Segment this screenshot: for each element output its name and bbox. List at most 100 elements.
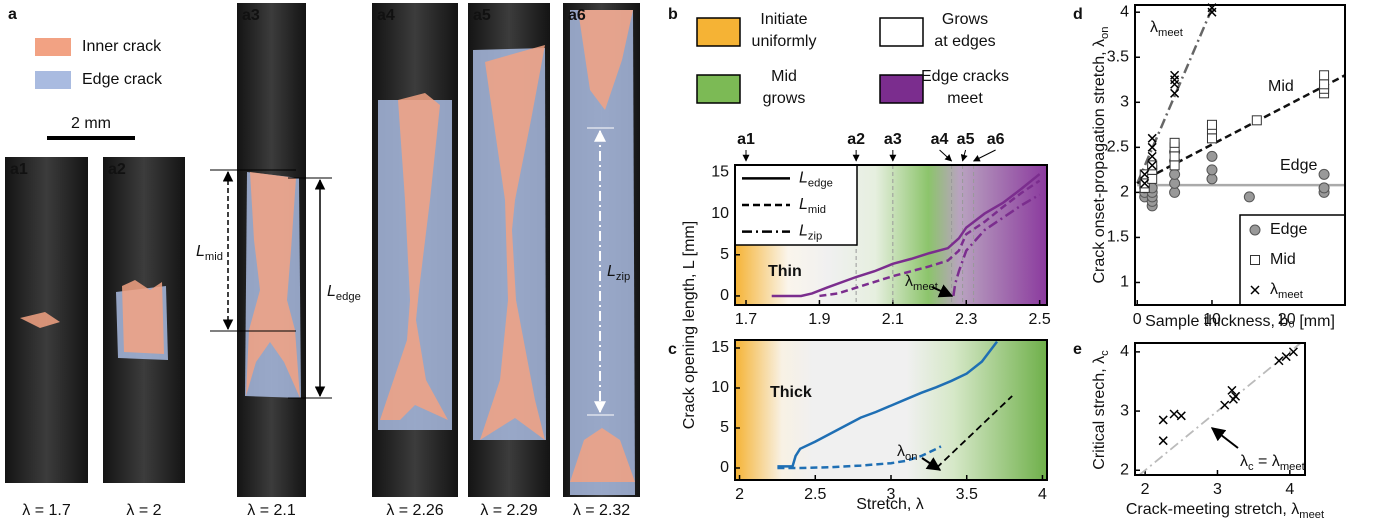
stage-swatch [880, 75, 923, 103]
text-part: λ [1240, 453, 1248, 470]
y-tick-label: 10 [711, 205, 729, 222]
length-label: Ledge [327, 283, 361, 303]
text-part: mid [808, 204, 826, 216]
stage-marker-label: a4 [931, 131, 949, 148]
x-tick-label: 3 [1213, 481, 1222, 498]
y-axis-label: Crack opening length, L [mm] [681, 221, 698, 429]
y-tick-label: 5 [720, 419, 729, 436]
figure: abcdea1λ = 1.7a2λ = 2a3λ = 2.1a4λ = 2.26… [0, 0, 1375, 523]
stage-label: meet [947, 90, 983, 107]
y-tick-label: 3.5 [1107, 48, 1129, 65]
y-tick-label: 15 [711, 164, 729, 181]
fit-label: Mid [1268, 78, 1294, 95]
x-tick-label: 4 [1285, 481, 1294, 498]
text-part: edge [336, 291, 361, 303]
x-tick-label: 2.1 [882, 311, 904, 328]
text-part: meet [1278, 289, 1304, 301]
legend-label: Inner crack [82, 38, 162, 55]
x-tick-label: 2 [735, 486, 744, 503]
y-axis-label: Crack onset-propagation stretch, λon [1091, 26, 1111, 283]
image-caption: λ = 1.7 [22, 502, 71, 519]
text-part: Critical strech, λ [1091, 356, 1108, 470]
point [1207, 120, 1216, 129]
stage-marker-label: a3 [884, 131, 902, 148]
x-tick-label: 3.5 [956, 486, 978, 503]
x-tick-label: 2.3 [955, 311, 977, 328]
image-label: a1 [10, 161, 28, 178]
y-tick-label: 4 [1120, 3, 1129, 20]
stage-label: at edges [934, 33, 995, 50]
stage-arrow [940, 150, 952, 161]
crack-overlay [122, 280, 164, 354]
y-tick-label: 3 [1120, 94, 1129, 111]
plot-area [735, 340, 1047, 480]
x-axis-label: Stretch, λ [856, 496, 924, 513]
text-part: λ [1150, 19, 1158, 36]
image-caption: λ = 2 [126, 502, 161, 519]
point [1319, 169, 1329, 179]
stage-label: Grows [942, 11, 988, 28]
image-label: a2 [108, 161, 126, 178]
legend-swatch [35, 71, 71, 89]
length-label: Lmid [196, 243, 223, 263]
point [1207, 134, 1216, 143]
text-part: meet [913, 281, 939, 293]
stage-label: grows [763, 90, 806, 107]
legend-label: Edge [1270, 221, 1307, 238]
text-part: on [1099, 26, 1111, 38]
y-tick-label: 15 [711, 339, 729, 356]
panel-label: d [1073, 6, 1083, 23]
x-tick-label: 2.5 [804, 486, 826, 503]
stage-label: Mid [771, 68, 797, 85]
stage-marker-label: a6 [987, 131, 1005, 148]
point [1170, 178, 1180, 188]
text-part: = λ [1254, 453, 1280, 470]
text-part: zip [808, 231, 822, 243]
panel-label: a [8, 6, 17, 23]
text-part: λ [1270, 281, 1278, 298]
x-tick-label: 1.9 [808, 311, 830, 328]
point [1170, 138, 1179, 147]
image-label: a6 [568, 7, 586, 24]
text-part: edge [808, 177, 833, 189]
image-caption: λ = 2.26 [386, 502, 443, 519]
text-part: Crack-meeting stretch, λ [1126, 501, 1299, 518]
text-part: L [327, 283, 336, 300]
text-part: L [799, 196, 808, 213]
text-part: meet [1158, 27, 1184, 39]
y-tick-label: 5 [720, 246, 729, 263]
point [1320, 71, 1329, 80]
point [1207, 165, 1217, 175]
image-caption: λ = 2.32 [573, 502, 630, 519]
point [1250, 225, 1260, 235]
text-part: meet [1299, 509, 1325, 521]
y-tick-label: 2 [1120, 461, 1129, 478]
point [1319, 183, 1329, 193]
point [1170, 169, 1180, 179]
point [1320, 80, 1329, 89]
image-label: a4 [377, 7, 395, 24]
x-tick-label: 0 [1133, 311, 1142, 328]
x-axis-label: Crack-meeting stretch, λmeet [1126, 501, 1325, 521]
legend-label: Edge crack [82, 71, 163, 88]
text-part: on [905, 451, 917, 463]
scale-label: 2 mm [71, 115, 111, 132]
text-part: c [1099, 350, 1111, 356]
point [1148, 174, 1157, 183]
x-tick-label: 2.5 [1029, 311, 1051, 328]
x-axis-label: Sample thickness, b₀ [mm] [1145, 313, 1335, 330]
y-axis-label: Critical strech, λc [1091, 350, 1111, 470]
regime-label: Thin [768, 263, 802, 280]
point [1170, 152, 1179, 161]
regime-label: Thick [770, 384, 812, 401]
x-tick-label: 2 [1141, 481, 1150, 498]
text-part: zip [616, 271, 630, 283]
legend-label: Mid [1270, 251, 1296, 268]
stage-swatch [880, 18, 923, 46]
y-tick-label: 2.5 [1107, 139, 1129, 156]
y-tick-label: 1.5 [1107, 229, 1129, 246]
point [1251, 256, 1260, 265]
y-tick-label: 3 [1120, 402, 1129, 419]
panel-label: e [1073, 341, 1082, 358]
y-tick-label: 4 [1120, 343, 1129, 360]
